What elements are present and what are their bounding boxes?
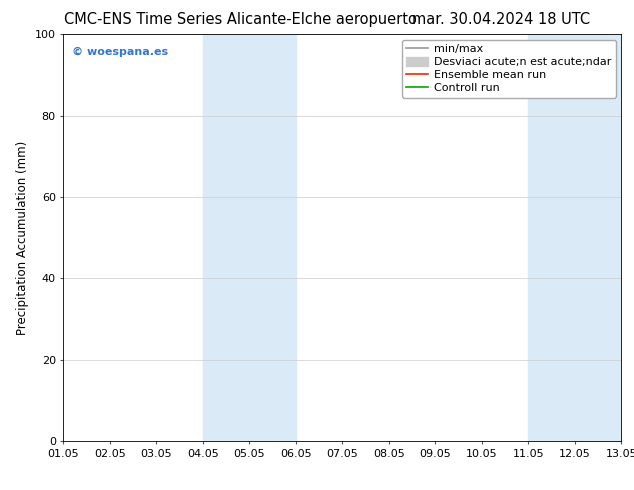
Text: mar. 30.04.2024 18 UTC: mar. 30.04.2024 18 UTC [412,12,590,27]
Text: © woespana.es: © woespana.es [72,47,168,56]
Bar [249,34,296,441]
Bar [528,34,575,441]
Bar [575,34,621,441]
Text: CMC-ENS Time Series Alicante-Elche aeropuerto: CMC-ENS Time Series Alicante-Elche aerop… [65,12,417,27]
Bar [203,34,249,441]
Legend: min/max, Desviaci acute;n est acute;ndar, Ensemble mean run, Controll run: min/max, Desviaci acute;n est acute;ndar… [402,40,616,98]
Y-axis label: Precipitation Accumulation (mm): Precipitation Accumulation (mm) [16,141,29,335]
